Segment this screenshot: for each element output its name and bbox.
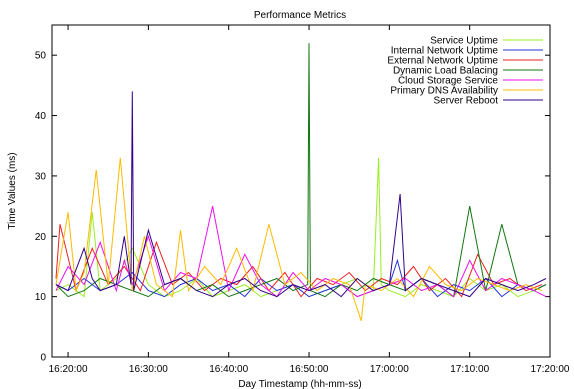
- x-axis-label: Day Timestamp (hh-mm-ss): [238, 379, 361, 389]
- y-tick-label: 50: [35, 51, 47, 62]
- series-line-3: [55, 224, 543, 298]
- legend-label: Server Reboot: [434, 96, 499, 107]
- legend-label: External Network Uptime: [387, 56, 498, 67]
- legend-label: Internal Network Uptime: [391, 46, 499, 57]
- chart-title: Performance Metrics: [254, 10, 346, 21]
- legend-label: Primary DNS Availability: [390, 86, 498, 97]
- x-tick-label: 16:30:00: [129, 364, 168, 375]
- legend-label: Service Uptime: [430, 36, 498, 47]
- y-tick-label: 0: [40, 353, 46, 364]
- y-axis-label: Time Values (ms): [7, 152, 18, 229]
- x-tick-label: 16:40:00: [209, 364, 248, 375]
- x-tick-label: 17:10:00: [450, 364, 489, 375]
- series-line-7: [55, 91, 547, 298]
- series-lines: [55, 43, 547, 321]
- x-tick-label: 16:50:00: [290, 364, 329, 375]
- y-tick-label: 10: [35, 292, 47, 303]
- legend-label: Cloud Storage Service: [398, 76, 498, 87]
- y-tick-label: 20: [35, 232, 47, 243]
- series-line-6: [55, 157, 543, 321]
- y-tick-label: 40: [35, 111, 47, 122]
- x-tick-label: 16:20:00: [49, 364, 88, 375]
- x-tick-label: 17:00:00: [370, 364, 409, 375]
- series-line-5: [55, 205, 547, 298]
- y-tick-label: 30: [35, 171, 47, 182]
- legend-label: Dynamic Load Balacing: [393, 66, 498, 77]
- plot-frame: [51, 24, 551, 358]
- axis-ticks: 0 10 20 30 40 50 16:20:00 16:30:00 16:40:00 16:50…: [35, 25, 570, 375]
- series-line-4: [55, 43, 547, 298]
- x-tick-label: 17:20:00: [531, 364, 570, 375]
